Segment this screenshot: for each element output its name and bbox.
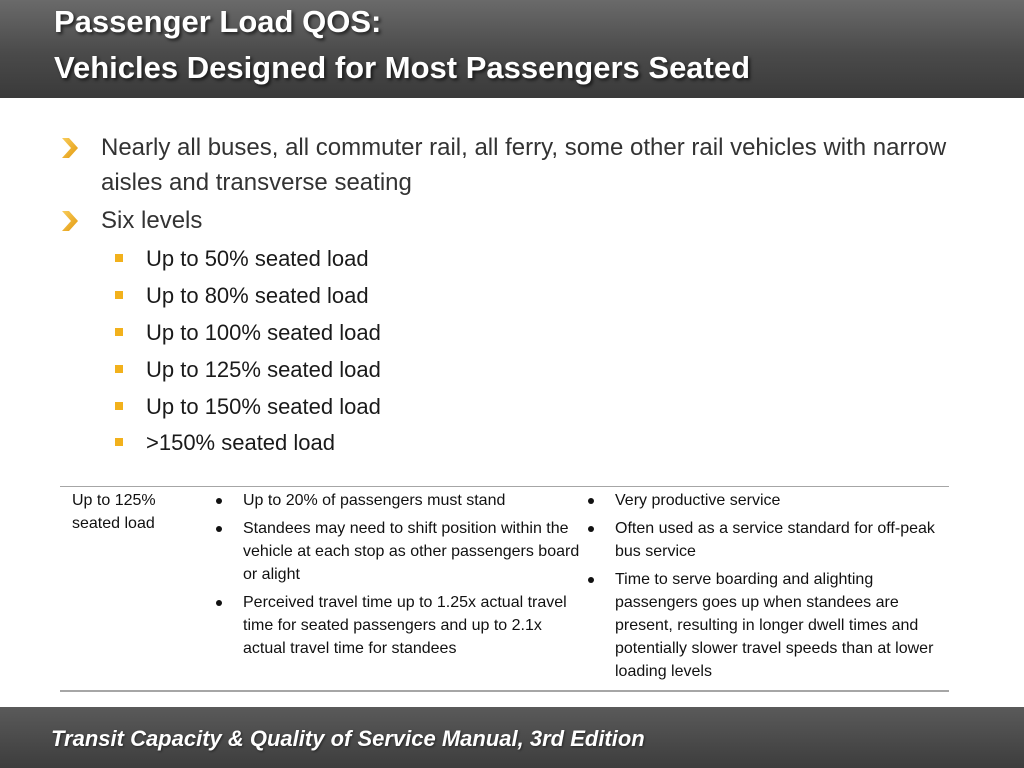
table-bullet-text: Very productive service — [615, 492, 781, 509]
title-bar: Passenger Load QOS: Vehicles Designed fo… — [0, 0, 1024, 98]
bullet-dot-icon — [216, 498, 222, 504]
table-cell-passenger-effects: Up to 20% of passengers must stand Stand… — [210, 489, 580, 665]
bullet-dot-icon — [216, 526, 222, 532]
table-bullet: Often used as a service standard for off… — [582, 517, 947, 563]
footer-citation: Transit Capacity & Quality of Service Ma… — [51, 726, 645, 751]
los-table: Up to 125% seated load Up to 20% of pass… — [60, 486, 949, 692]
table-bullet: Standees may need to shift position with… — [210, 517, 580, 586]
square-bullet-icon — [115, 402, 123, 410]
level-item: Up to 150% seated load — [146, 394, 381, 419]
slide-title-line-2: Vehicles Designed for Most Passengers Se… — [54, 50, 751, 85]
square-bullet-icon — [115, 291, 123, 299]
table-bullet-text: Often used as a service standard for off… — [615, 520, 935, 560]
chevron-right-icon — [62, 138, 78, 158]
level-item: Up to 50% seated load — [146, 246, 369, 271]
table-bullet: Up to 20% of passengers must stand — [210, 489, 580, 512]
table-bullet: Time to serve boarding and alighting pas… — [582, 568, 947, 683]
table-cell-level: Up to 125% seated load — [72, 492, 156, 532]
level-item: Up to 125% seated load — [146, 357, 381, 382]
table-bullet: Perceived travel time up to 1.25x actual… — [210, 591, 580, 660]
level-item: >150% seated load — [146, 430, 335, 455]
table-bullet-text: Standees may need to shift position with… — [243, 520, 580, 583]
level-item: Up to 80% seated load — [146, 283, 369, 308]
bullet-dot-icon — [216, 600, 222, 606]
square-bullet-icon — [115, 254, 123, 262]
square-bullet-icon — [115, 365, 123, 373]
bullet-six-levels: Six levels — [101, 207, 203, 234]
table-bullet-text: Up to 20% of passengers must stand — [243, 492, 506, 509]
square-bullet-icon — [115, 328, 123, 336]
footer-bar: Transit Capacity & Quality of Service Ma… — [0, 707, 1024, 768]
table-bullet-text: Time to serve boarding and alighting pas… — [615, 571, 934, 680]
table-bullet-text: Perceived travel time up to 1.25x actual… — [243, 594, 567, 657]
bullet-dot-icon — [588, 577, 594, 583]
square-bullet-icon — [115, 438, 123, 446]
slide-title-line-1: Passenger Load QOS: — [54, 4, 382, 39]
bullet-vehicle-types: Nearly all buses, all commuter rail, all… — [101, 134, 947, 196]
table-cell-operator-effects: Very productive service Often used as a … — [582, 489, 947, 688]
chevron-right-icon — [62, 211, 78, 231]
bullet-dot-icon — [588, 526, 594, 532]
bullet-dot-icon — [588, 498, 594, 504]
level-item: Up to 100% seated load — [146, 320, 381, 345]
table-bullet: Very productive service — [582, 489, 947, 512]
